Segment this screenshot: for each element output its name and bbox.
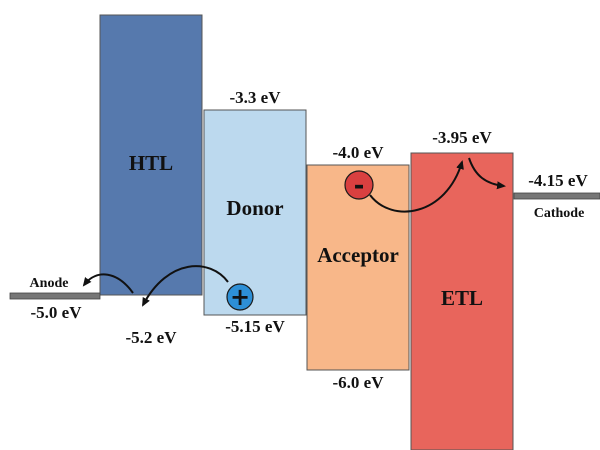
- donor-homo-value: -5.15 eV: [225, 317, 285, 336]
- etl-label: ETL: [441, 286, 483, 310]
- acceptor-label: Acceptor: [317, 243, 399, 267]
- donor-lumo-value: -3.3 eV: [230, 88, 282, 107]
- htl-homo-value: -5.2 eV: [126, 328, 178, 347]
- etl-lumo-value: -3.95 eV: [432, 128, 492, 147]
- donor-label: Donor: [226, 196, 283, 220]
- cathode-level-value: -4.15 eV: [528, 171, 588, 190]
- acceptor-lumo-value: -4.0 eV: [333, 143, 385, 162]
- htl-label: HTL: [129, 151, 173, 175]
- anode-level-value: -5.0 eV: [31, 303, 83, 322]
- cathode-electrode: [514, 193, 600, 199]
- anode-label: Anode: [30, 276, 69, 291]
- hole-symbol: +: [230, 283, 250, 311]
- cathode-label: Cathode: [534, 206, 585, 221]
- acceptor-homo-value: -6.0 eV: [333, 373, 385, 392]
- electron-symbol: -: [354, 171, 365, 201]
- hole-marker: +: [227, 283, 253, 311]
- anode-electrode: [10, 293, 100, 299]
